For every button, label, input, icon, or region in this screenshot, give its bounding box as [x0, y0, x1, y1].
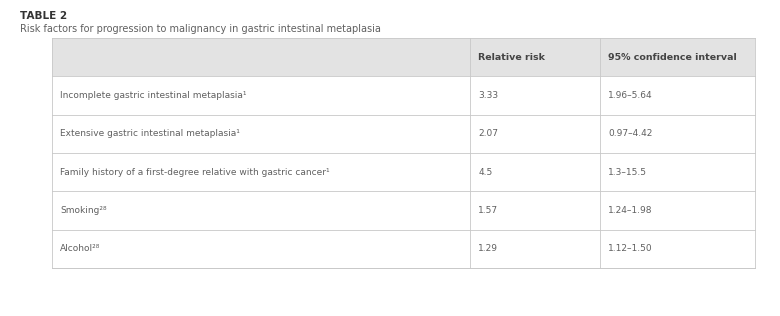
- Text: 3.33: 3.33: [478, 91, 498, 100]
- Text: Family history of a first-degree relative with gastric cancer¹: Family history of a first-degree relativ…: [60, 168, 330, 177]
- Bar: [52, 76, 755, 115]
- Bar: [52, 191, 755, 230]
- Bar: [52, 153, 755, 191]
- Bar: [52, 230, 755, 268]
- Text: Risk factors for progression to malignancy in gastric intestinal metaplasia: Risk factors for progression to malignan…: [20, 24, 381, 34]
- Text: 1.12–1.50: 1.12–1.50: [608, 244, 653, 253]
- Text: 1.96–5.64: 1.96–5.64: [608, 91, 653, 100]
- Text: 0.97–4.42: 0.97–4.42: [608, 129, 653, 138]
- Text: 4.5: 4.5: [478, 168, 492, 177]
- Bar: [52, 115, 755, 153]
- Text: Incomplete gastric intestinal metaplasia¹: Incomplete gastric intestinal metaplasia…: [60, 91, 246, 100]
- Text: 1.24–1.98: 1.24–1.98: [608, 206, 653, 215]
- Text: Relative risk: Relative risk: [478, 53, 545, 62]
- Text: 1.29: 1.29: [478, 244, 498, 253]
- Text: Smoking²⁸: Smoking²⁸: [60, 206, 107, 215]
- Bar: [52, 38, 755, 76]
- Text: 1.3–15.5: 1.3–15.5: [608, 168, 647, 177]
- Text: 1.57: 1.57: [478, 206, 498, 215]
- Text: 2.07: 2.07: [478, 129, 498, 138]
- Text: TABLE 2: TABLE 2: [20, 11, 67, 21]
- Text: 95% confidence interval: 95% confidence interval: [608, 53, 737, 62]
- Text: Extensive gastric intestinal metaplasia¹: Extensive gastric intestinal metaplasia¹: [60, 129, 240, 138]
- Text: Alcohol²⁸: Alcohol²⁸: [60, 244, 101, 253]
